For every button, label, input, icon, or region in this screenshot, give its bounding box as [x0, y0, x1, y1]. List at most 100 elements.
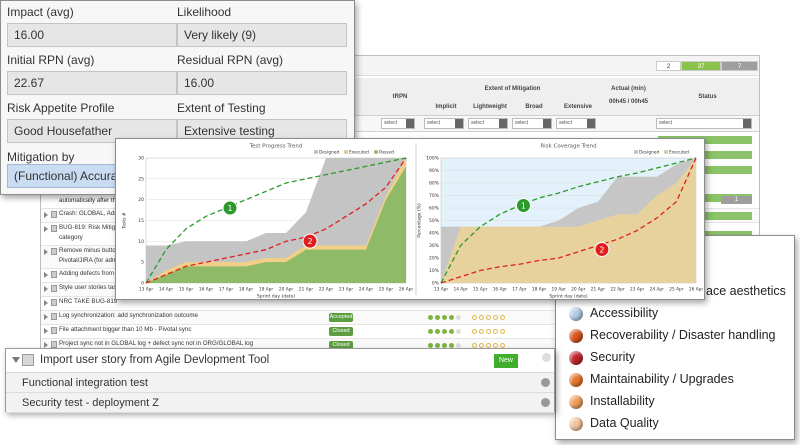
x-tick-label: 15 Apr — [473, 287, 488, 293]
legend-swatch — [664, 150, 668, 154]
attribute-label[interactable]: Recoverability / Disaster handling — [590, 328, 776, 342]
x-tick-label: 20 Apr — [279, 287, 294, 293]
field-label: Extent of Testing — [177, 101, 266, 115]
story-title: Import user story from Agile Devlopment … — [40, 354, 270, 366]
mitigation-dot — [428, 329, 433, 334]
trend-marker-label: 1 — [521, 202, 526, 211]
x-tick-label: 13 Apr — [434, 287, 449, 293]
y-tick-label: 5 — [141, 260, 144, 266]
status-bar — [658, 212, 752, 220]
x-tick-label: 22 Apr — [610, 287, 625, 293]
row-icon — [51, 313, 57, 320]
expand-arrow[interactable] — [12, 357, 20, 363]
attribute-label[interactable]: Data Quality — [590, 416, 659, 430]
x-tick-label: 16 Apr — [199, 287, 214, 293]
legend-label: Passed — [379, 150, 394, 156]
tab[interactable]: 37 — [681, 61, 721, 71]
x-tick-label: 19 Apr — [552, 287, 567, 293]
field-value: Very likely (9) — [177, 23, 347, 47]
x-tick-label: 25 Apr — [669, 287, 684, 293]
filter-select[interactable]: select — [556, 118, 596, 129]
row-icon — [51, 299, 57, 306]
status-button[interactable]: New — [494, 354, 518, 368]
x-tick-label: 26 Apr — [689, 287, 704, 293]
legend-swatch — [314, 150, 318, 154]
filter-select[interactable]: select — [381, 118, 415, 129]
row-arrow[interactable] — [44, 314, 48, 320]
attribute-label[interactable]: Installability — [590, 394, 655, 408]
mitigation-dot — [435, 315, 440, 320]
trend-marker-label: 2 — [599, 246, 604, 255]
row-arrow[interactable] — [44, 300, 48, 306]
attribute-icon — [569, 373, 583, 387]
y-tick-label: 80% — [429, 181, 440, 187]
y-axis-label: Percentage (%) — [417, 203, 423, 238]
mitigation-dot — [500, 329, 505, 334]
field-label: Initial RPN (avg) — [7, 53, 95, 67]
area — [146, 166, 406, 283]
add-icon[interactable] — [541, 378, 550, 387]
status-count: 1 — [721, 196, 752, 204]
field-value: 16.00 — [177, 71, 347, 95]
mitigation-dot — [428, 343, 433, 348]
row-arrow[interactable] — [44, 342, 48, 348]
trend-line — [145, 157, 407, 284]
status-bar — [658, 193, 752, 202]
field-label: Mitigation by — [7, 150, 75, 164]
filter-select[interactable]: select — [656, 118, 752, 129]
close-icon[interactable] — [542, 353, 551, 362]
test-title: Security test - deployment Z — [22, 397, 159, 409]
attribute-label[interactable]: Accessibility — [590, 306, 659, 320]
filter-select[interactable]: select — [424, 118, 464, 129]
y-tick-label: 20% — [429, 256, 440, 262]
mitigation-dot — [442, 315, 447, 320]
status-bar — [658, 230, 752, 239]
field-value: 22.67 — [7, 71, 177, 95]
attribute-label[interactable]: Maintainability / Upgrades — [590, 372, 734, 386]
mitigation-dot — [486, 315, 491, 320]
row-arrow[interactable] — [44, 272, 48, 278]
attribute-label[interactable]: ace aesthetics — [706, 284, 786, 298]
trend-marker — [222, 200, 238, 216]
mitigation-dot — [493, 343, 498, 348]
filter-select[interactable]: select — [512, 118, 552, 129]
y-tick-label: 0 — [141, 281, 144, 287]
row-arrow[interactable] — [44, 226, 48, 232]
trend-line — [440, 157, 697, 284]
row-arrow[interactable] — [44, 286, 48, 292]
mitigation-dot — [493, 329, 498, 334]
legend-swatch — [374, 150, 378, 154]
y-tick-label: 30% — [429, 243, 440, 249]
status-badge: Accepted — [329, 313, 353, 322]
x-tick-label: 22 Apr — [319, 287, 334, 293]
status-bar — [658, 151, 752, 159]
row-arrow[interactable] — [44, 328, 48, 334]
x-tick-label: 26 Apr — [399, 287, 414, 293]
x-tick-label: 21 Apr — [299, 287, 314, 293]
x-tick-label: 14 Apr — [453, 287, 468, 293]
row-title: Pivotal/JIRA (for admi — [59, 257, 119, 264]
test-row: Security test - deployment Z — [6, 393, 554, 413]
x-tick-label: 17 Apr — [512, 287, 527, 293]
row-icon — [51, 327, 57, 334]
tab[interactable]: 7 — [721, 61, 758, 71]
story-row: Import user story from Agile Devlopment … — [6, 349, 554, 373]
area — [441, 158, 696, 283]
x-tick-label: 24 Apr — [359, 287, 374, 293]
mitigation-dot — [449, 315, 454, 320]
row-arrow[interactable] — [44, 249, 48, 255]
y-tick-label: 20 — [138, 197, 144, 203]
column-header: Actual (min) — [611, 86, 646, 92]
trend-line — [440, 157, 697, 284]
attribute-label[interactable]: Security — [590, 350, 636, 364]
mitigation-dot — [500, 343, 505, 348]
mitigation-dot — [456, 343, 461, 348]
row-arrow[interactable] — [44, 212, 48, 218]
add-icon[interactable] — [541, 398, 550, 407]
x-tick-label: 18 Apr — [239, 287, 254, 293]
mitigation-dot — [472, 315, 477, 320]
tab[interactable]: 2 — [656, 61, 681, 71]
trend-marker — [594, 242, 610, 257]
mitigation-dot — [472, 343, 477, 348]
filter-select[interactable]: select — [468, 118, 508, 129]
